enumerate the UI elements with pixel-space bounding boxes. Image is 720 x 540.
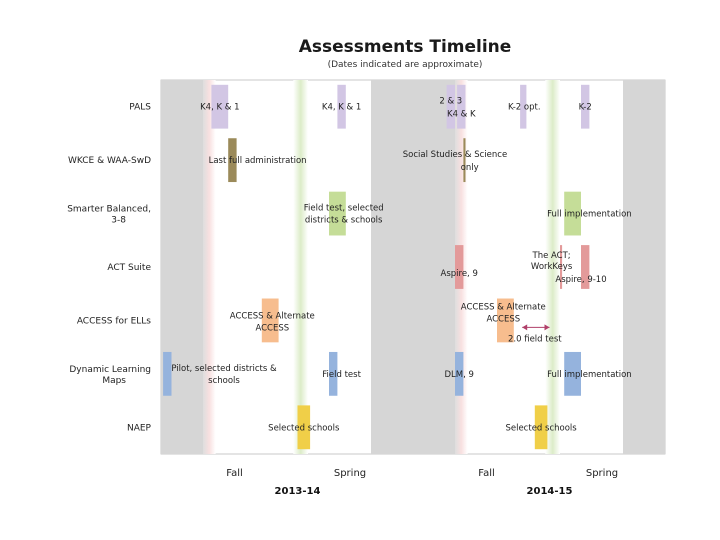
bar-annotation: K4, K & 1 xyxy=(322,103,361,113)
bar-row5-17 xyxy=(455,351,464,396)
bar-annotation: Pilot, selected districts & xyxy=(171,364,277,374)
bar-annotation: WorkKeys xyxy=(531,262,573,272)
row-label: Dynamic Learning Maps xyxy=(69,365,151,386)
bar-annotation: Field test xyxy=(322,370,361,380)
bar-annotation: districts & schools xyxy=(305,216,383,226)
summer-band-0 xyxy=(161,80,203,454)
bar-annotation: Full implementation xyxy=(547,370,632,380)
time-axis: Fall Spring Fall Spring 2013-14 2014-15 xyxy=(226,468,618,497)
bar-row5-16 xyxy=(329,351,338,396)
row-label: ACCESS for ELLs xyxy=(77,316,151,326)
row-label: WKCE & WAA-SwD xyxy=(68,156,151,166)
bar-annotation: 2 & 3 xyxy=(439,97,462,107)
season-label: Spring xyxy=(586,468,618,479)
bar-row3-11 xyxy=(560,245,563,289)
field-test-arrow-head-right xyxy=(544,324,550,331)
bar-row0-0 xyxy=(211,84,229,129)
summer-band-1 xyxy=(371,80,455,454)
bar-row2-8 xyxy=(329,191,346,236)
school-year-label: 2013-14 xyxy=(275,486,321,497)
field-test-arrow-head-left xyxy=(522,324,528,331)
row-label: PALS xyxy=(129,103,151,113)
bar-annotation: Field test, selected xyxy=(304,204,384,214)
school-year-label: 2014-15 xyxy=(527,486,573,497)
bar-row0-2 xyxy=(446,84,455,129)
row-labels: PALS WKCE & WAA-SwD Smarter Balanced, 3-8 AC… xyxy=(67,103,151,434)
bar-annotation: Aspire, 9-10 xyxy=(555,275,606,285)
bar-annotation: K-2 xyxy=(579,103,592,113)
bar-row0-3 xyxy=(457,84,466,129)
bar-row2-9 xyxy=(564,191,581,236)
bar-annotation: ACCESS & Alternate xyxy=(230,311,315,321)
bar-annotation: only xyxy=(461,163,479,173)
bar-annotation: Aspire, 9 xyxy=(441,269,478,279)
chart-subtitle: (Dates indicated are approximate) xyxy=(328,60,483,70)
bar-annotation: DLM, 9 xyxy=(444,370,473,380)
bar-annotation: ACCESS & Alternate xyxy=(461,302,546,312)
bar-row6-19 xyxy=(297,405,311,450)
bar-annotation: ACCESS xyxy=(255,323,289,333)
bar-annotation: Last full administration xyxy=(209,156,307,166)
row-label: ACT Suite xyxy=(107,263,151,273)
bar-annotation: The ACT; xyxy=(532,251,571,261)
bar-row3-10 xyxy=(455,245,464,289)
bar-annotation: Full implementation xyxy=(547,210,632,220)
chart-title: Assessments Timeline xyxy=(299,37,512,57)
season-label: Fall xyxy=(226,468,243,479)
summer-band-2 xyxy=(623,80,665,454)
bar-row5-18 xyxy=(564,351,581,396)
row-label: Smarter Balanced, 3-8 xyxy=(67,205,151,226)
row-label: NAEP xyxy=(127,423,152,433)
bar-annotation: K4, K & 1 xyxy=(200,103,239,113)
spring-start-band-1 xyxy=(545,80,560,454)
season-label: Fall xyxy=(478,468,495,479)
bar-annotation: schools xyxy=(208,376,240,386)
bar-annotation: Selected schools xyxy=(505,423,577,433)
bar-annotation: Social Studies & Science xyxy=(403,150,507,160)
bar-row6-20 xyxy=(534,405,548,450)
bar-annotation: Selected schools xyxy=(268,423,340,433)
bar-row1-6 xyxy=(228,138,237,183)
timeline-annotations: K4, K & 1 K4, K & 1 2 & 3 K4 & K K-2 opt. K-2… xyxy=(171,97,631,434)
bar-annotation: 2.0 field test xyxy=(508,334,562,344)
bar-row0-1 xyxy=(337,84,346,129)
bar-row4-14 xyxy=(497,298,514,343)
season-label: Spring xyxy=(334,468,366,479)
bar-annotation: K-2 opt. xyxy=(508,103,541,113)
timeline-bars xyxy=(163,84,590,450)
bar-row1-7 xyxy=(463,138,466,183)
bar-row3-12 xyxy=(581,245,590,289)
fall-start-band-0 xyxy=(203,80,216,454)
spring-start-band-0 xyxy=(293,80,308,454)
bar-annotation: ACCESS xyxy=(486,314,520,324)
bar-row0-4 xyxy=(520,84,527,129)
bar-row4-13 xyxy=(261,298,279,343)
bar-row5-15 xyxy=(163,351,172,396)
bar-annotation: K4 & K xyxy=(447,110,476,120)
bar-row0-5 xyxy=(581,84,590,129)
